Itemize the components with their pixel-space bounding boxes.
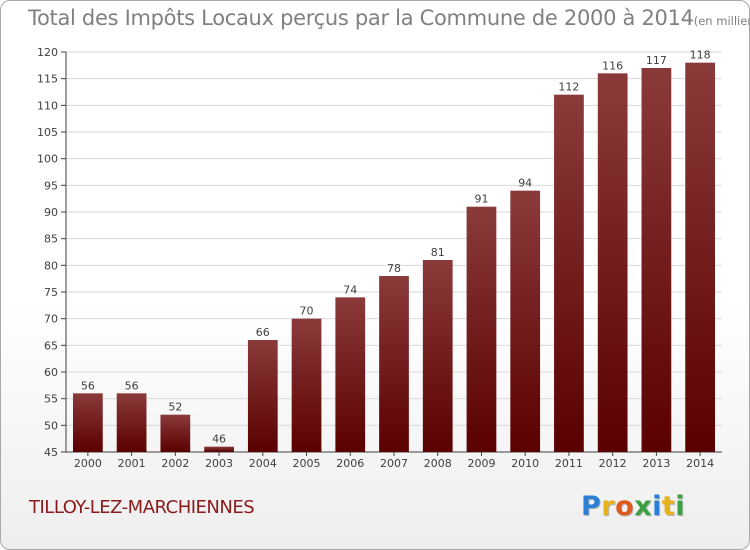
x-tick-label: 2000 (74, 457, 102, 470)
y-tick-label: 120 (37, 46, 58, 59)
bar (510, 190, 541, 452)
y-tick-label: 90 (44, 206, 58, 219)
x-tick-label: 2013 (642, 457, 670, 470)
data-label: 91 (474, 193, 488, 206)
y-tick-label: 105 (37, 126, 58, 139)
logo-letter: x (634, 491, 653, 522)
chart-title: Total des Impôts Locaux perçus par la Co… (28, 6, 749, 30)
x-tick-label: 2008 (424, 457, 452, 470)
y-tick-label: 45 (44, 446, 58, 459)
data-label: 66 (256, 326, 270, 339)
bar (160, 414, 191, 452)
bar (379, 276, 409, 452)
y-tick-label: 115 (37, 73, 58, 86)
y-tick-label: 60 (44, 366, 58, 379)
y-tick-label: 80 (44, 259, 58, 272)
bar (247, 340, 278, 452)
x-tick-label: 2002 (161, 457, 189, 470)
data-label: 74 (343, 283, 357, 296)
bar (641, 68, 672, 452)
bar (597, 73, 628, 452)
logo-letter: P (581, 491, 602, 522)
y-tick-label: 110 (37, 99, 58, 112)
chart-title-unit: (en milliers d'€) (693, 14, 749, 28)
x-tick-label: 2010 (511, 457, 539, 470)
data-label: 78 (387, 262, 401, 275)
data-label: 112 (558, 81, 579, 94)
logo-letter: r (601, 491, 616, 522)
x-tick-label: 2001 (118, 457, 146, 470)
y-tick-label: 85 (44, 233, 58, 246)
data-label: 56 (125, 379, 139, 392)
x-tick-label: 2007 (380, 457, 408, 470)
y-tick-label: 55 (44, 393, 58, 406)
bar (466, 206, 497, 452)
data-label: 118 (690, 49, 711, 62)
bar (685, 62, 716, 453)
data-label: 70 (300, 305, 314, 318)
x-tick-label: 2014 (686, 457, 714, 470)
x-tick-label: 2004 (249, 457, 277, 470)
x-tick-label: 2012 (599, 457, 627, 470)
data-label: 116 (602, 59, 623, 72)
y-tick-label: 100 (37, 153, 58, 166)
bar (116, 393, 147, 452)
logo-letter: i (675, 491, 686, 522)
y-tick-label: 95 (44, 179, 58, 192)
proxiti-logo: Proxiti (581, 491, 685, 522)
data-label: 117 (646, 54, 667, 67)
logo-letter: i (652, 491, 662, 522)
logo-letter: t (661, 491, 676, 522)
data-label: 56 (81, 379, 95, 392)
bar (204, 446, 234, 452)
bar (291, 318, 322, 452)
commune-name: TILLOY-LEZ-MARCHIENNES (29, 497, 255, 518)
x-tick-label: 2006 (336, 457, 364, 470)
logo-letter: o (615, 491, 635, 522)
y-tick-label: 65 (44, 339, 58, 352)
data-label: 46 (212, 433, 226, 446)
x-tick-label: 2011 (555, 457, 583, 470)
bar (554, 94, 584, 453)
bar (72, 393, 103, 452)
x-tick-label: 2005 (293, 457, 321, 470)
data-label: 81 (431, 246, 445, 259)
bar (335, 297, 366, 452)
x-tick-label: 2009 (467, 457, 495, 470)
data-label: 94 (518, 177, 532, 190)
bar (422, 260, 453, 452)
data-label: 52 (168, 401, 182, 414)
chart-title-text: Total des Impôts Locaux perçus par la Co… (28, 6, 694, 30)
y-tick-label: 50 (44, 419, 58, 432)
y-tick-label: 75 (44, 286, 58, 299)
y-tick-label: 70 (44, 313, 58, 326)
x-tick-label: 2003 (205, 457, 233, 470)
